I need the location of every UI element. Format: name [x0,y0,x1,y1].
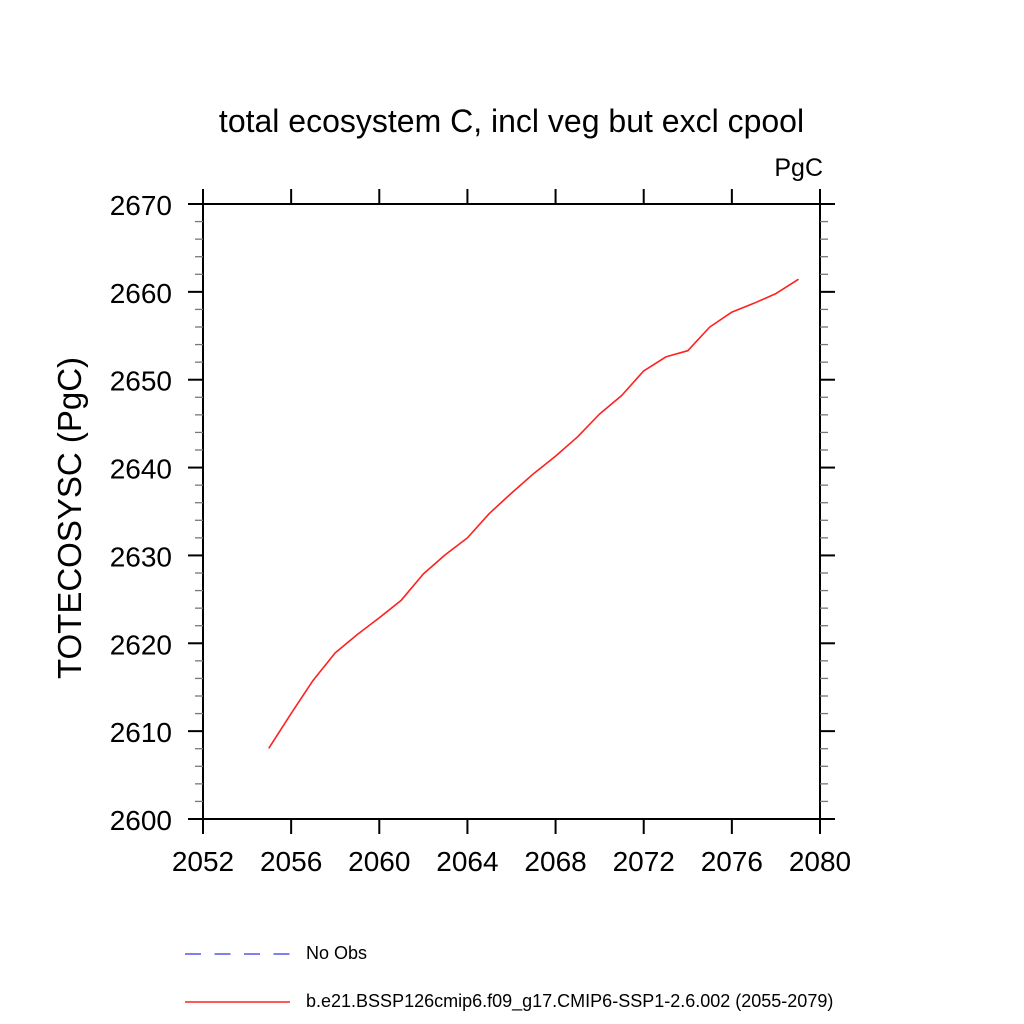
chart-title: total ecosystem C, incl veg but excl cpo… [218,103,805,139]
x-tick-label: 2064 [436,846,498,877]
legend-item-label: b.e21.BSSP126cmip6.f09_g17.CMIP6-SSP1-2.… [306,991,834,1011]
y-axis-ticks [188,203,835,820]
x-axis-ticks [202,189,821,834]
y-tick-label: 2630 [110,541,172,572]
y-tick-label: 2600 [110,805,172,836]
x-tick-label: 2060 [348,846,410,877]
y-tick-label: 2670 [110,190,172,221]
y-axis-minor-ticks [195,220,828,803]
plot-border [202,203,821,820]
y-tick-label: 2620 [110,629,172,660]
legend-item: b.e21.BSSP126cmip6.f09_g17.CMIP6-SSP1-2.… [185,991,833,1012]
x-tick-label: 2072 [613,846,675,877]
data-line [268,278,799,749]
x-tick-label: 2076 [701,846,763,877]
x-tick-label: 2080 [789,846,851,877]
y-axis-labels: 2600 2610 2620 2630 2640 2650 2660 2670 [110,190,172,836]
y-tick-label: 2660 [110,278,172,309]
units-label: PgC [774,154,823,182]
x-tick-label: 2052 [172,846,234,877]
y-tick-label: 2650 [110,366,172,397]
legend-item: No Obs [185,943,367,964]
x-tick-label: 2056 [260,846,322,877]
legend-dashed-line-swatch [185,952,290,955]
legend-solid-line-swatch [185,1000,290,1003]
x-tick-label: 2068 [524,846,586,877]
y-tick-label: 2640 [110,454,172,485]
legend-item-label: No Obs [306,943,368,963]
x-axis-labels: 2052 2056 2060 2064 2068 2072 2076 2080 [172,846,851,877]
y-tick-label: 2610 [110,717,172,748]
